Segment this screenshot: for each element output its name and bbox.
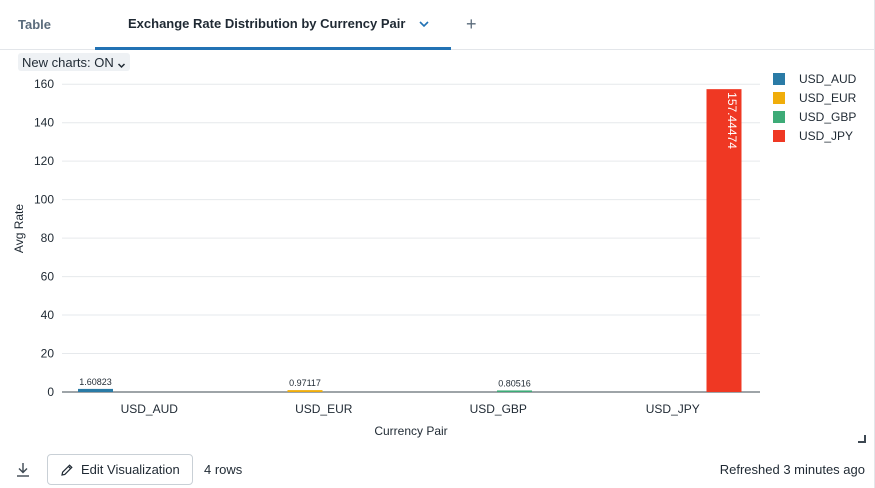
legend-item-usd-eur[interactable]: USD_EUR: [773, 88, 873, 107]
new-charts-label: New charts: ON: [22, 54, 114, 70]
x-axis-title: Currency Pair: [374, 424, 447, 438]
bar-usd-jpy[interactable]: [706, 89, 742, 392]
x-tick-label: USD_EUR: [295, 402, 353, 416]
edit-visualization-button[interactable]: Edit Visualization: [47, 454, 193, 485]
resize-handle-icon[interactable]: [858, 435, 866, 443]
y-tick-label: 40: [41, 308, 55, 322]
y-tick-label: 100: [34, 193, 54, 207]
chart-legend: USD_AUD USD_EUR USD_GBP USD_JPY: [773, 69, 873, 145]
data-label: 0.80516: [498, 378, 531, 388]
y-axis-ticks: 0 20 40 60 80 100 120 140 160: [34, 77, 54, 399]
y-tick-label: 160: [34, 77, 54, 91]
data-label: 0.97117: [289, 378, 321, 388]
data-label: 157.44474: [725, 92, 739, 149]
download-icon: [17, 463, 29, 477]
legend-item-usd-jpy[interactable]: USD_JPY: [773, 126, 873, 145]
x-axis-ticks: USD_AUD USD_EUR USD_GBP USD_JPY: [121, 402, 700, 416]
legend-item-usd-gbp[interactable]: USD_GBP: [773, 107, 873, 126]
x-tick-label: USD_GBP: [470, 402, 527, 416]
legend-label: USD_AUD: [799, 71, 857, 86]
y-tick-label: 140: [34, 116, 54, 130]
row-count: 4 rows: [204, 462, 243, 477]
bar-chart: 0 20 40 60 80 100 120 140 160 1.60823 0.97117 0.80…: [12, 77, 760, 438]
chart-data-labels: 1.60823 0.97117 0.80516 157.44474: [79, 92, 739, 388]
y-tick-label: 60: [41, 270, 55, 284]
chart-gridlines: [62, 83, 760, 393]
tab-table[interactable]: Table: [18, 0, 51, 49]
y-tick-label: 20: [41, 347, 55, 361]
tab-table-label: Table: [18, 17, 51, 32]
legend-item-usd-aud[interactable]: USD_AUD: [773, 69, 873, 88]
download-button[interactable]: [14, 461, 32, 479]
new-charts-toggle[interactable]: New charts: ON: [18, 53, 130, 71]
tab-bar: Table Exchange Rate Distribution by Curr…: [0, 0, 875, 50]
y-tick-label: 80: [41, 231, 55, 245]
legend-swatch: [773, 129, 785, 142]
chevron-down-icon: [117, 58, 126, 68]
x-tick-label: USD_JPY: [646, 402, 700, 416]
tab-active-label: Exchange Rate Distribution by Currency P…: [128, 16, 406, 31]
edit-visualization-label: Edit Visualization: [81, 462, 180, 477]
x-tick-label: USD_AUD: [121, 402, 179, 416]
data-label: 1.60823: [79, 377, 112, 387]
chevron-down-icon[interactable]: [417, 17, 431, 31]
y-tick-label: 0: [47, 385, 54, 399]
tab-exchange-rate-chart[interactable]: Exchange Rate Distribution by Currency P…: [95, 0, 451, 50]
bar-usd-gbp[interactable]: [497, 390, 532, 392]
legend-label: USD_EUR: [799, 90, 857, 105]
y-axis-title: Avg Rate: [12, 204, 26, 253]
legend-label: USD_GBP: [799, 109, 857, 124]
legend-swatch: [773, 72, 785, 85]
plus-icon: +: [466, 14, 477, 34]
add-tab-button[interactable]: +: [466, 0, 480, 49]
legend-swatch: [773, 91, 785, 104]
refreshed-status: Refreshed 3 minutes ago: [719, 462, 865, 477]
legend-swatch: [773, 110, 785, 123]
legend-label: USD_JPY: [799, 128, 854, 143]
chart-bars: [78, 89, 742, 392]
bar-usd-aud[interactable]: [78, 388, 113, 392]
y-tick-label: 120: [34, 154, 54, 168]
bar-usd-eur[interactable]: [287, 390, 323, 392]
pencil-icon: [61, 463, 73, 476]
